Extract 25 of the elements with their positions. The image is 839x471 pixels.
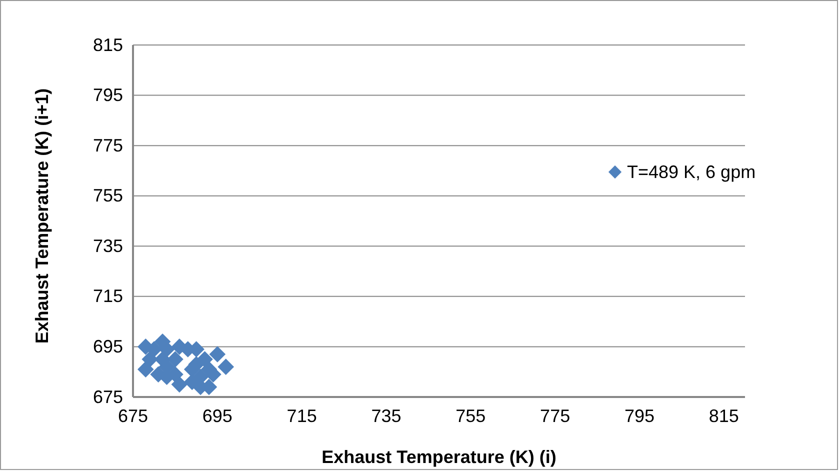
y-tick-label: 815 [92,34,123,55]
x-tick-label: 815 [708,406,739,426]
x-tick-label: 675 [118,406,148,426]
point [154,351,171,368]
y-axis-title: Exhaust Temperature (K) (i+1) [32,88,52,344]
point [137,361,154,378]
y-tick-label: 675 [92,386,123,407]
x-tick-label: 775 [540,406,570,426]
x-tick-label: 715 [286,406,317,426]
y-tick-label: 775 [92,135,123,156]
y-tick-label: 755 [92,186,123,206]
point [218,358,234,375]
point [209,346,226,362]
x-tick-label: 695 [202,406,232,426]
x-tick-label: 795 [624,406,655,426]
y-tick-label: 735 [92,236,123,256]
y-tick-label: 695 [92,336,123,356]
y-tick-label: 715 [92,286,123,306]
point [167,351,184,368]
y-tick-label: 795 [92,85,123,106]
x-tick-label: 735 [371,406,402,426]
legend-label: T=489 K, 6 gpm [627,162,756,182]
x-axis-title: Exhaust Temperature (K) (i) [322,447,556,467]
x-tick-label: 755 [456,406,486,426]
point [196,351,213,368]
